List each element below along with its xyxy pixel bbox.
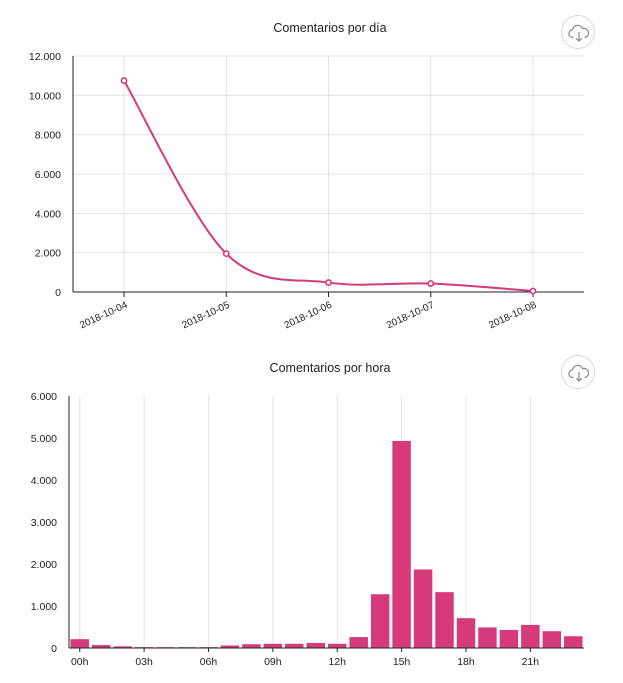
- bar-00h: [70, 639, 89, 648]
- y-tick-label: 12.000: [29, 51, 61, 63]
- data-point: [427, 280, 435, 287]
- bar-12h: [328, 643, 347, 648]
- download-button[interactable]: [561, 355, 595, 389]
- bar-19h: [478, 627, 497, 648]
- y-tick-label: 10.000: [29, 90, 61, 102]
- bar-22h: [542, 631, 562, 648]
- x-tick-label: 21h: [522, 656, 540, 668]
- bar-02h: [113, 646, 132, 648]
- y-tick-label: 1.000: [31, 601, 57, 613]
- bar-16h: [413, 569, 433, 648]
- x-tick-label: 2018-10-08: [487, 300, 538, 332]
- bar-21h: [521, 624, 540, 648]
- bar-01h: [91, 645, 111, 648]
- bar-10h: [285, 643, 304, 648]
- chart-title: Comentarios por hora: [269, 361, 391, 375]
- bar-17h: [435, 592, 454, 648]
- x-tick-label: 2018-10-05: [181, 300, 232, 332]
- y-tick-label: 8.000: [35, 130, 61, 142]
- data-point: [529, 287, 537, 295]
- bar-18h: [456, 618, 476, 648]
- y-tick-label: 2.000: [35, 248, 61, 260]
- bar-15h: [392, 440, 411, 648]
- bar-08h: [242, 644, 261, 648]
- y-tick-label: 5.000: [31, 433, 57, 445]
- x-tick-label: 2018-10-06: [283, 300, 334, 332]
- y-tick-label: 2.000: [31, 559, 57, 571]
- x-tick-label: 18h: [457, 656, 475, 668]
- cloud-download-icon: [568, 24, 590, 42]
- x-tick-label: 12h: [328, 656, 346, 668]
- bar-07h: [220, 645, 240, 648]
- cloud-download-icon: [568, 364, 590, 382]
- x-tick-label: 06h: [200, 656, 218, 668]
- series-line: [123, 80, 534, 293]
- x-tick-label: 00h: [71, 656, 89, 668]
- data-point: [325, 279, 332, 286]
- x-tick-label: 2018-10-07: [385, 300, 436, 332]
- x-tick-label: 03h: [135, 656, 153, 668]
- line-chart-plot: 0 2.000 4.000 6.000 8.000 10.000 12.000 2018-10…: [29, 51, 584, 332]
- data-point: [222, 250, 230, 258]
- daily-comments-chart: Comentarios por día 0 2.000 4.000 6.000 8.00…: [0, 0, 623, 340]
- y-tick-label: 6.000: [31, 391, 57, 403]
- x-tick-label: 15h: [393, 656, 411, 668]
- y-tick-label: 6.000: [35, 169, 61, 181]
- bar-11h: [306, 642, 325, 648]
- hourly-comments-chart: Comentarios por hora 0 1.000 2.000 3.000 4.0…: [0, 340, 623, 683]
- y-tick-label: 0: [55, 287, 61, 299]
- data-point: [120, 77, 128, 84]
- y-tick-label: 4.000: [31, 475, 57, 487]
- bar-14h: [370, 594, 390, 648]
- chart-title: Comentarios por día: [273, 21, 387, 35]
- y-tick-label: 4.000: [35, 208, 61, 220]
- download-button[interactable]: [561, 15, 595, 49]
- bar-chart-plot: 0 1.000 2.000 3.000 4.000 5.000 6.000 00h 03h 06h…: [31, 391, 584, 668]
- bar-09h: [263, 643, 283, 648]
- y-tick-label: 3.000: [31, 517, 57, 529]
- bar-13h: [349, 637, 368, 648]
- x-tick-label: 2018-10-04: [78, 300, 129, 332]
- y-tick-label: 0: [51, 643, 57, 655]
- bar-23h: [564, 636, 583, 648]
- x-tick-label: 09h: [264, 656, 282, 668]
- bar-20h: [499, 629, 519, 648]
